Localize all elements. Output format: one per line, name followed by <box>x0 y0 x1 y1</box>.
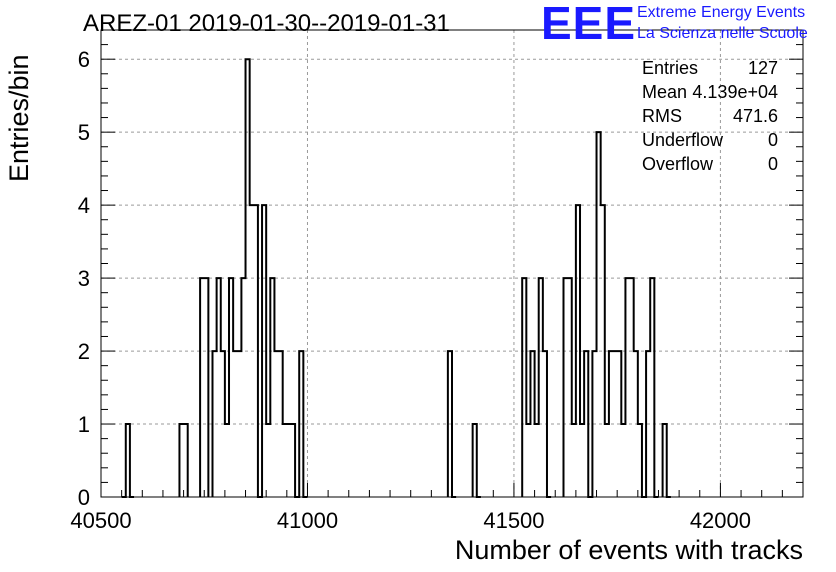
chart-title: AREZ-01 2019-01-30--2019-01-31 <box>83 10 450 37</box>
histogram-line <box>661 423 671 498</box>
y-tick-label: 6 <box>78 47 90 72</box>
stat-label: Entries <box>642 58 699 78</box>
stat-label: RMS <box>642 106 682 126</box>
stat-row-entries: Entries 127 <box>642 58 778 82</box>
x-tick-label: 42000 <box>690 508 751 533</box>
stat-label: Mean <box>642 82 688 102</box>
y-tick-label: 5 <box>78 120 90 145</box>
stat-value: 471.6 <box>732 106 778 126</box>
histogram-line <box>211 58 308 498</box>
histogram-line <box>199 277 210 497</box>
histogram-line <box>562 131 659 498</box>
logo-mark: EEE <box>541 0 637 49</box>
stat-row-underflow: Underflow 0 <box>642 130 778 154</box>
x-tick-label: 40500 <box>70 508 131 533</box>
stat-value: 127 <box>747 58 778 78</box>
histogram-line <box>471 423 481 498</box>
stat-row-overflow: Overflow 0 <box>642 154 778 178</box>
x-tick-label: 41000 <box>277 508 338 533</box>
y-tick-label: 0 <box>78 485 90 510</box>
histogram-line <box>521 277 552 498</box>
y-axis-label: Entries/bin <box>4 54 34 182</box>
histogram-line <box>121 423 135 498</box>
histogram-line <box>178 423 189 497</box>
logo-line-2: La Scienza nelle Scuole <box>637 25 808 42</box>
x-tick-label: 41500 <box>483 508 544 533</box>
stats-box: Entries 127 Mean 4.139e+04 RMS 471.6 Und… <box>642 58 778 178</box>
stat-value: 0 <box>767 130 778 150</box>
y-tick-label: 4 <box>78 193 90 218</box>
logo-line-1: Extreme Energy Events <box>637 4 806 21</box>
y-tick-label: 1 <box>78 412 90 437</box>
stat-value: 4.139e+04 <box>692 82 778 102</box>
stat-row-mean: Mean 4.139e+04 <box>642 82 778 106</box>
histogram-line <box>446 350 457 498</box>
y-tick-label: 2 <box>78 339 90 364</box>
stat-label: Overflow <box>642 154 714 174</box>
stat-value: 0 <box>767 154 778 174</box>
stat-label: Underflow <box>642 130 724 150</box>
y-tick-label: 3 <box>78 266 90 291</box>
x-axis-label: Number of events with tracks <box>454 535 803 565</box>
stat-row-rms: RMS 471.6 <box>642 106 778 130</box>
